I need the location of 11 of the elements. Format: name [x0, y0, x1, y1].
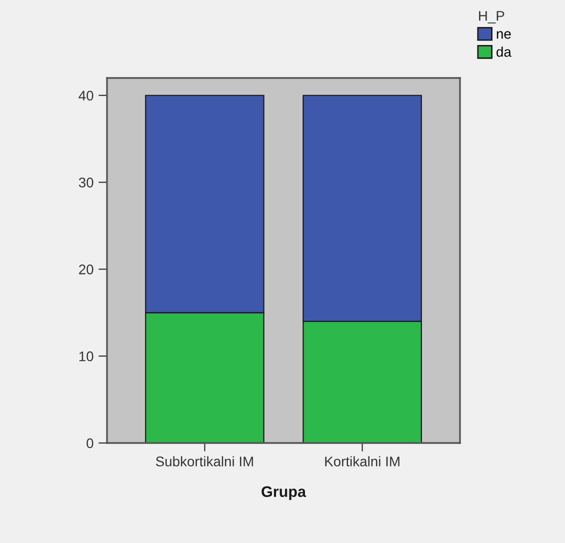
y-tick-label: 0: [86, 438, 94, 448]
y-tick-label: 30: [78, 178, 94, 188]
legend-title: H_P: [479, 11, 504, 24]
x-tick-label: Kortikalni IM: [325, 456, 400, 466]
x-tick-label: Subkortikalni IM: [156, 456, 253, 466]
legend-label: da: [496, 46, 512, 57]
x-axis-title: Grupa: [262, 486, 306, 500]
y-tick-label: 10: [79, 351, 94, 362]
y-tick-label: 40: [78, 90, 94, 101]
legend-label: ne: [496, 31, 511, 39]
y-tick-label: 20: [79, 264, 94, 274]
